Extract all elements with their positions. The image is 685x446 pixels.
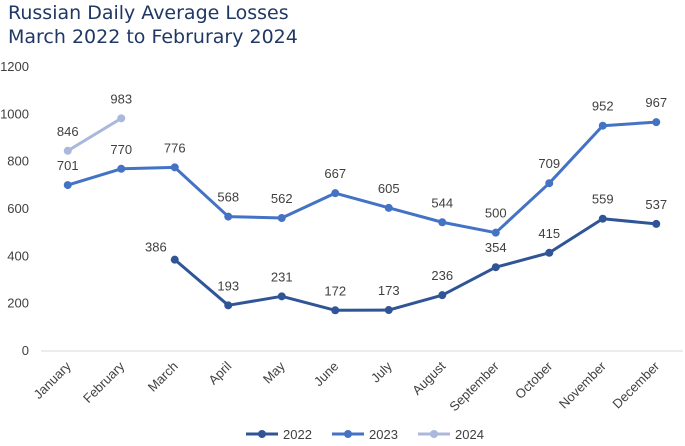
data-point bbox=[545, 179, 554, 188]
data-point bbox=[438, 218, 447, 227]
data-label: 236 bbox=[431, 268, 453, 283]
x-tick-label: December bbox=[609, 358, 662, 411]
data-point bbox=[652, 219, 661, 228]
data-label: 231 bbox=[271, 269, 293, 284]
data-point bbox=[331, 306, 340, 315]
data-point bbox=[384, 203, 393, 212]
x-tick-label: February bbox=[80, 358, 128, 406]
data-label: 354 bbox=[485, 240, 507, 255]
legend-swatch-marker bbox=[430, 430, 438, 438]
y-tick-label: 1000 bbox=[0, 106, 29, 121]
data-label: 667 bbox=[324, 166, 346, 181]
data-point bbox=[170, 163, 179, 172]
series-2023: 701 770 776 568 562 667 605 544 500 709 952 967 bbox=[57, 95, 667, 237]
data-point bbox=[224, 212, 233, 221]
data-point bbox=[598, 214, 607, 223]
y-tick-label: 200 bbox=[7, 296, 29, 311]
data-point bbox=[491, 263, 500, 272]
data-label: 562 bbox=[271, 191, 293, 206]
data-label: 386 bbox=[145, 240, 167, 255]
data-label: 776 bbox=[164, 140, 186, 155]
x-tick-label: June bbox=[311, 359, 342, 390]
data-point bbox=[63, 146, 72, 155]
data-label: 846 bbox=[57, 124, 79, 139]
data-label: 537 bbox=[645, 197, 667, 212]
legend: 2022 2023 2024 bbox=[246, 427, 484, 442]
data-point bbox=[384, 306, 393, 315]
legend-item-2022: 2022 bbox=[246, 427, 312, 442]
legend-swatch-marker bbox=[344, 430, 352, 438]
data-label: 500 bbox=[485, 206, 507, 221]
x-axis: January February March April May June July Augu… bbox=[31, 358, 663, 414]
data-point bbox=[491, 228, 500, 237]
data-label: 701 bbox=[57, 158, 79, 173]
legend-label: 2022 bbox=[283, 427, 312, 442]
data-label: 559 bbox=[592, 192, 614, 207]
series-layer: 386 193 231 172 173 236 354 415 559 537 701 770 776 5… bbox=[57, 91, 667, 315]
data-point bbox=[63, 181, 72, 190]
data-label: 605 bbox=[378, 181, 400, 196]
y-tick-label: 1200 bbox=[0, 59, 29, 74]
data-point bbox=[545, 248, 554, 257]
x-tick-label: July bbox=[368, 358, 395, 385]
chart-subtitle: March 2022 to Februrary 2024 bbox=[8, 26, 298, 48]
x-tick-label: October bbox=[512, 358, 556, 402]
data-point bbox=[117, 164, 126, 173]
series-line-2023 bbox=[66, 120, 658, 235]
data-point bbox=[277, 292, 286, 301]
data-label: 952 bbox=[592, 99, 614, 114]
y-tick-label: 0 bbox=[22, 343, 29, 358]
series-2024: 846 983 bbox=[57, 91, 132, 155]
data-point bbox=[170, 255, 179, 264]
data-label: 415 bbox=[538, 226, 560, 241]
data-point bbox=[438, 291, 447, 300]
data-label: 770 bbox=[110, 142, 132, 157]
data-point bbox=[224, 301, 233, 310]
x-tick-label: September bbox=[446, 358, 502, 414]
data-label: 568 bbox=[217, 190, 239, 205]
legend-swatch-marker bbox=[258, 430, 266, 438]
chart-title: Russian Daily Average Losses bbox=[8, 2, 289, 24]
data-point bbox=[652, 118, 661, 127]
legend-label: 2023 bbox=[369, 427, 398, 442]
legend-item-2023: 2023 bbox=[332, 427, 398, 442]
data-label: 173 bbox=[378, 283, 400, 298]
x-tick-label: May bbox=[260, 358, 288, 386]
data-point bbox=[598, 121, 607, 130]
x-tick-label: August bbox=[409, 358, 448, 397]
data-label: 544 bbox=[431, 195, 453, 210]
data-point bbox=[331, 189, 340, 198]
y-tick-label: 400 bbox=[7, 248, 29, 263]
legend-label: 2024 bbox=[455, 427, 484, 442]
y-tick-label: 600 bbox=[7, 201, 29, 216]
y-tick-label: 800 bbox=[7, 154, 29, 169]
series-line-2022 bbox=[173, 217, 658, 312]
data-label: 172 bbox=[324, 283, 346, 298]
series-line-2024 bbox=[66, 116, 123, 153]
x-tick-label: April bbox=[205, 358, 234, 387]
data-label: 193 bbox=[217, 278, 239, 293]
data-label: 983 bbox=[110, 91, 132, 106]
data-label: 709 bbox=[538, 156, 560, 171]
data-point bbox=[117, 114, 126, 123]
x-tick-label: March bbox=[145, 359, 181, 395]
legend-item-2024: 2024 bbox=[418, 427, 484, 442]
series-2022: 386 193 231 172 173 236 354 415 559 537 bbox=[145, 192, 667, 315]
x-tick-label: November bbox=[556, 358, 609, 411]
data-label: 967 bbox=[645, 95, 667, 110]
y-axis: 0 200 400 600 800 1000 1200 bbox=[0, 59, 29, 358]
x-tick-label: January bbox=[31, 358, 75, 402]
data-point bbox=[277, 213, 286, 222]
